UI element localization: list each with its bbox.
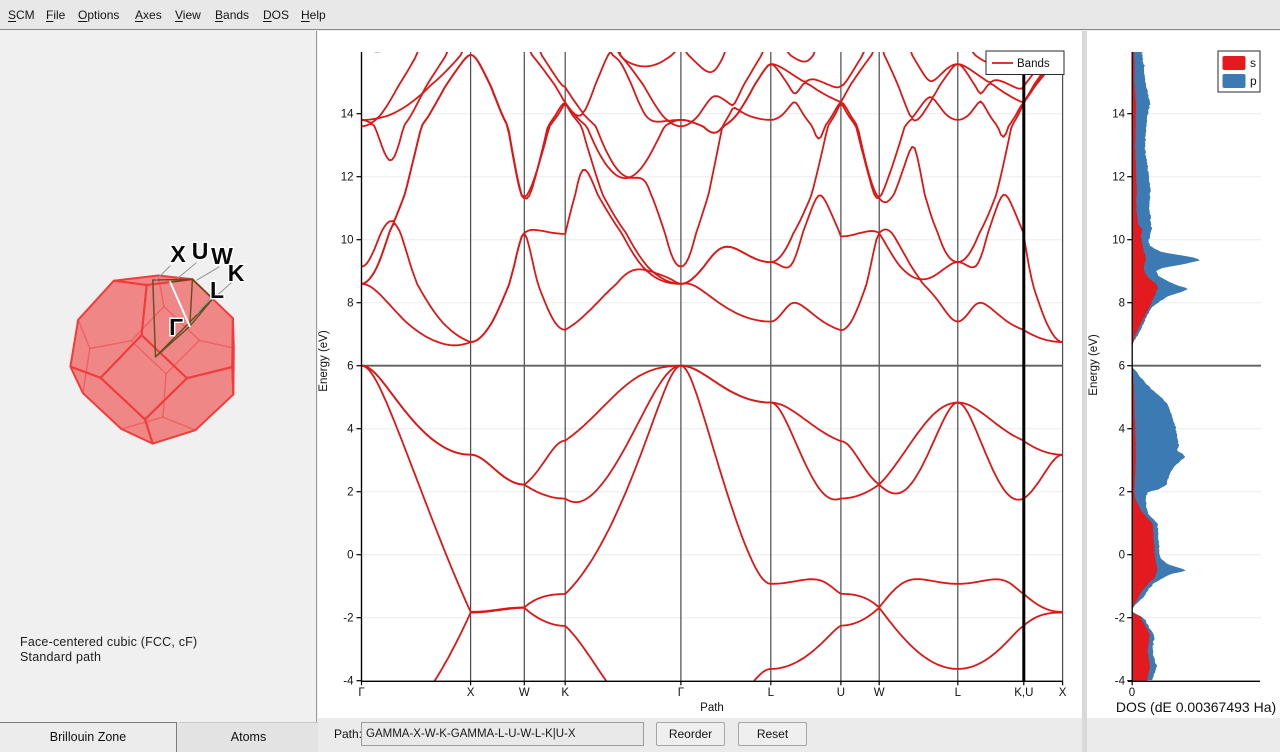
svg-text:K: K xyxy=(228,260,245,286)
svg-text:U: U xyxy=(192,238,209,264)
svg-text:L: L xyxy=(210,277,224,303)
svg-text:W: W xyxy=(211,243,233,269)
svg-text:X: X xyxy=(170,241,186,267)
svg-text:Γ: Γ xyxy=(169,314,183,340)
